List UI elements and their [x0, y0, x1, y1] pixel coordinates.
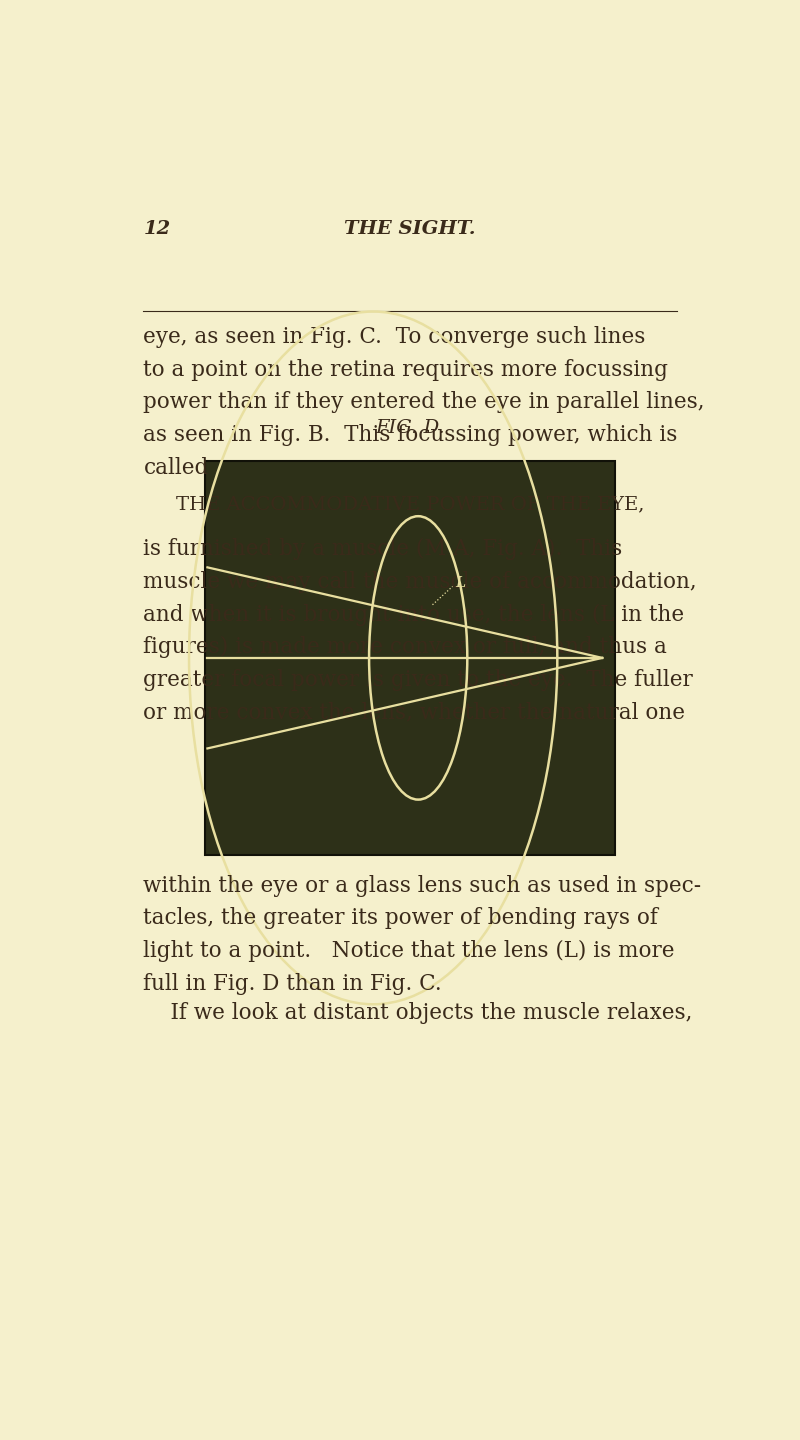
Text: power than if they entered the eye in parallel lines,: power than if they entered the eye in pa… — [143, 392, 705, 413]
Text: THE ACCOMMODATIVE POWER OF THE EYE,: THE ACCOMMODATIVE POWER OF THE EYE, — [176, 495, 644, 513]
Text: greater focal power is given to the eye.  The fuller: greater focal power is given to the eye.… — [143, 670, 693, 691]
Text: to a point on the retina requires more focussing: to a point on the retina requires more f… — [143, 359, 669, 380]
Text: eye, as seen in Fig. C.  To converge such lines: eye, as seen in Fig. C. To converge such… — [143, 325, 646, 348]
Text: THE SIGHT.: THE SIGHT. — [344, 220, 476, 239]
Text: full in Fig. D than in Fig. C.: full in Fig. D than in Fig. C. — [143, 973, 442, 995]
Text: light to a point.   Notice that the lens (L) is more: light to a point. Notice that the lens (… — [143, 940, 675, 962]
Text: tacles, the greater its power of bending rays of: tacles, the greater its power of bending… — [143, 907, 658, 929]
Text: 12: 12 — [143, 220, 170, 239]
Text: is furnished by a muscle (M A, Fig. A).  This: is furnished by a muscle (M A, Fig. A). … — [143, 539, 622, 560]
Text: as seen in Fig. B.  This focussing power, which is: as seen in Fig. B. This focussing power,… — [143, 423, 678, 446]
Text: and when it is brought into use, the lens (L in the: and when it is brought into use, the len… — [143, 603, 685, 625]
Bar — [206, 461, 614, 855]
Text: within the eye or a glass lens such as used in spec-: within the eye or a glass lens such as u… — [143, 874, 702, 897]
Text: If we look at distant objects the muscle relaxes,: If we look at distant objects the muscle… — [143, 1002, 693, 1024]
Text: or more convex the lens, whether the natural one: or more convex the lens, whether the nat… — [143, 701, 686, 724]
Text: figures) is made more convex or full, and thus a: figures) is made more convex or full, an… — [143, 636, 667, 658]
Text: L: L — [455, 576, 465, 590]
Text: muscle we may call the muscle of accommodation,: muscle we may call the muscle of accommo… — [143, 570, 697, 593]
Text: called: called — [143, 456, 209, 478]
Text: FIG. D.: FIG. D. — [375, 419, 445, 436]
